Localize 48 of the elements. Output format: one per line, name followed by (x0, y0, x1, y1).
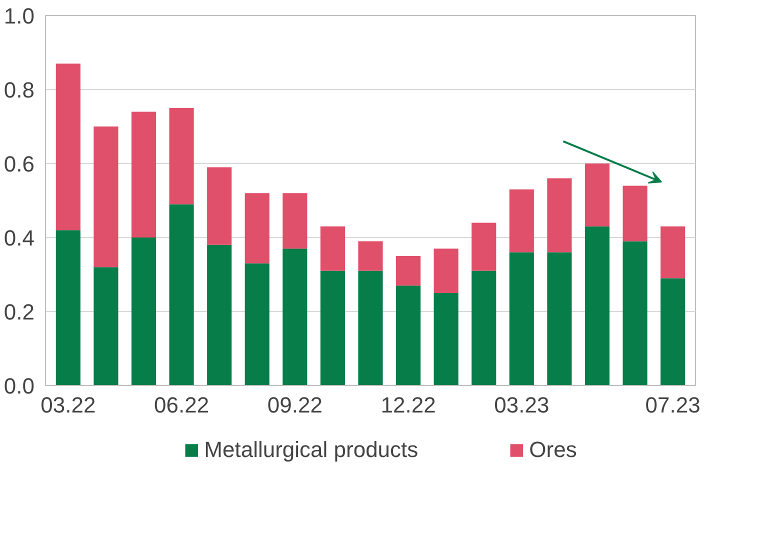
bar (131, 238, 156, 386)
x-tick-label: 09.22 (267, 392, 322, 418)
legend-label: Metallurgical products (204, 437, 418, 463)
bar (320, 270, 345, 386)
bar (94, 267, 118, 386)
bar (282, 248, 308, 386)
bar (547, 252, 572, 386)
bar (396, 256, 421, 286)
bar (94, 126, 118, 268)
x-tick-label: 06.22 (154, 392, 210, 418)
bar (282, 193, 308, 249)
bar (660, 278, 686, 386)
bar (131, 112, 156, 238)
bar (509, 189, 534, 252)
bar (56, 230, 80, 386)
bar (509, 252, 534, 386)
bar (320, 226, 345, 271)
y-tick-label: 0.6 (4, 152, 35, 176)
y-tick-label: 0.2 (4, 300, 35, 324)
legend-label: Ores (529, 437, 577, 463)
bar (207, 244, 232, 386)
bar (622, 241, 648, 386)
bar (169, 108, 194, 204)
bar (660, 226, 686, 278)
bar (56, 64, 80, 230)
x-tick-label: 12.22 (380, 392, 436, 418)
bar (396, 286, 421, 386)
y-tick-label: 0.0 (4, 374, 35, 398)
x-tick-label: 03.22 (40, 392, 96, 418)
bar (434, 293, 458, 386)
bar (584, 164, 610, 226)
y-tick-label: 0.4 (4, 226, 35, 250)
bar (622, 186, 648, 242)
x-tick-label: 03.23 (494, 392, 550, 418)
bar (244, 193, 270, 264)
bar (358, 241, 383, 271)
bar (472, 222, 496, 271)
y-tick-label: 0.8 (4, 78, 35, 102)
y-tick-label: 1.0 (4, 4, 35, 28)
bar (169, 204, 194, 386)
bar (434, 248, 458, 293)
bar (472, 270, 496, 386)
bar (358, 270, 383, 386)
bar (244, 263, 270, 386)
bar (584, 226, 610, 386)
x-tick-label: 07.23 (645, 392, 700, 418)
bar (547, 178, 572, 252)
bar (207, 167, 232, 245)
